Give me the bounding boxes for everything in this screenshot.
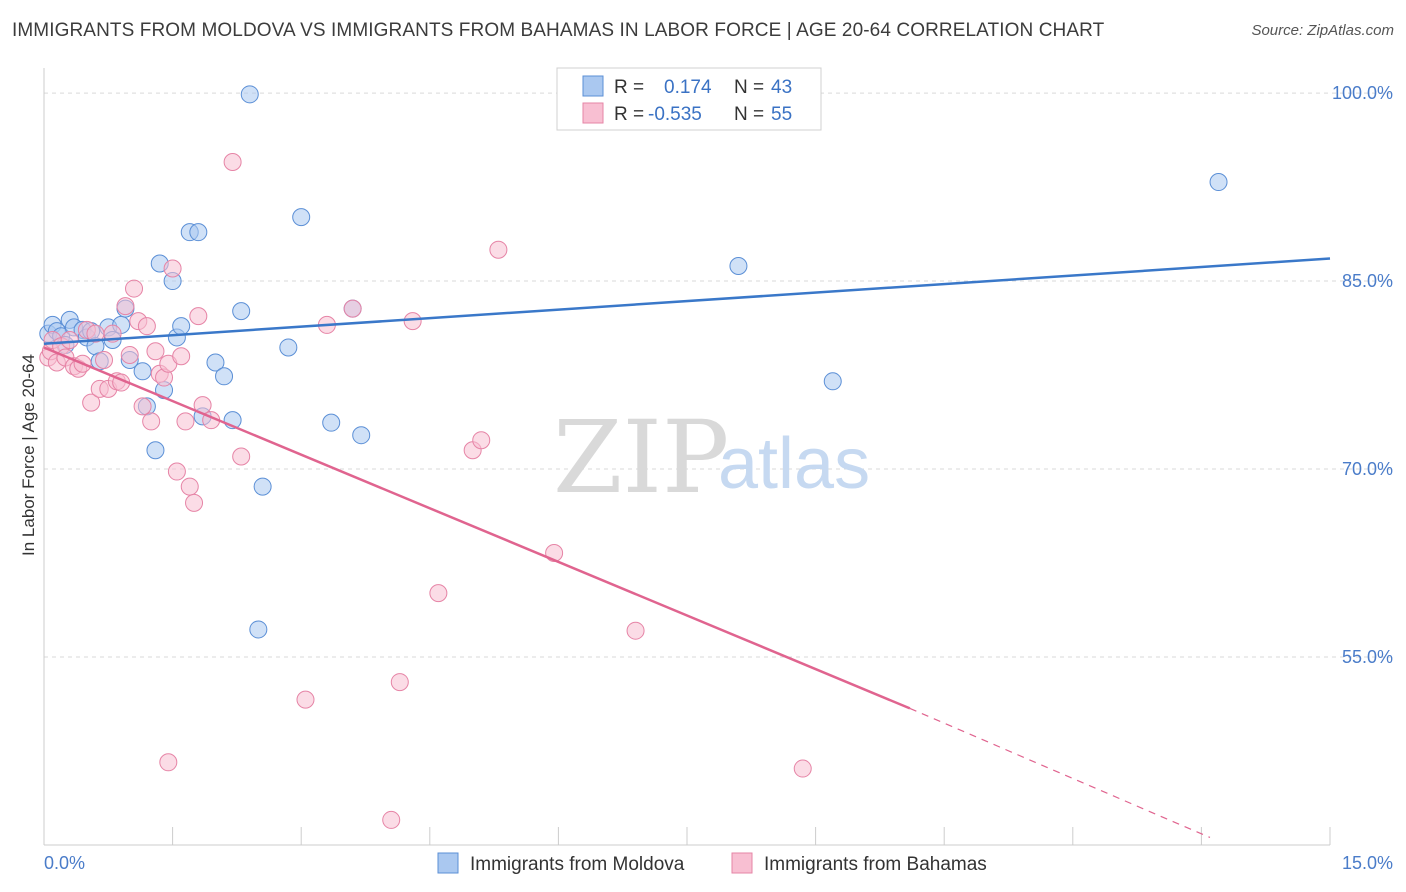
bahamas-point xyxy=(60,330,79,349)
bahamas-point xyxy=(185,493,204,512)
bahamas-point xyxy=(472,431,491,450)
bahamas-point xyxy=(133,397,152,416)
bottom-legend-label-bahamas: Immigrants from Bahamas xyxy=(764,854,987,875)
moldova-point xyxy=(253,477,272,496)
bahamas-point xyxy=(163,259,182,278)
legend-n-value-moldova: 43 xyxy=(771,77,792,98)
bahamas-point xyxy=(167,462,186,481)
bahamas-point xyxy=(223,152,242,171)
moldova-point xyxy=(352,426,371,445)
bahamas-point xyxy=(116,297,135,316)
legend-r-value-bahamas: -0.535 xyxy=(648,104,702,125)
moldova-point xyxy=(823,372,842,391)
moldova-point xyxy=(133,362,152,381)
moldova-point xyxy=(206,353,225,372)
bahamas-point xyxy=(159,753,178,772)
legend-n-label-bahamas: N = xyxy=(734,104,764,125)
stats-legend: R = 0.174 N = 43 R = -0.535 N = 55 xyxy=(556,67,822,131)
x-axis-ticks xyxy=(43,827,1331,845)
watermark-zip: ZIP xyxy=(553,399,729,516)
bahamas-point xyxy=(189,307,208,326)
series-moldova-points xyxy=(39,85,1228,639)
legend-swatch-bahamas xyxy=(582,102,604,124)
x-axis-labels: 0.0% 15.0% xyxy=(44,853,1393,873)
x-tick-label-max: 15.0% xyxy=(1342,853,1393,873)
bahamas-point xyxy=(172,347,191,366)
trend-line-bahamas-extension xyxy=(909,707,1211,839)
moldova-point xyxy=(322,413,341,432)
bottom-legend-swatch-moldova xyxy=(437,852,459,874)
trend-line-bahamas xyxy=(43,346,911,710)
bahamas-point xyxy=(137,317,156,336)
legend-r-label-bahamas: R = xyxy=(614,104,644,125)
moldova-point xyxy=(279,338,298,357)
bottom-legend: Immigrants from Moldova Immigrants from … xyxy=(437,852,987,875)
bahamas-point xyxy=(82,393,101,412)
bahamas-point xyxy=(232,447,251,466)
y-tick-label-70: 70.0% xyxy=(1342,459,1393,479)
bahamas-point xyxy=(95,351,114,370)
bahamas-point xyxy=(142,412,161,431)
y-tick-label-55: 55.0% xyxy=(1342,647,1393,667)
y-tick-label-85: 85.0% xyxy=(1342,271,1393,291)
bahamas-point xyxy=(793,759,812,778)
bahamas-point xyxy=(382,810,401,829)
x-tick-label-min: 0.0% xyxy=(44,853,85,873)
moldova-point xyxy=(729,257,748,276)
y-tick-label-100: 100.0% xyxy=(1332,83,1393,103)
chart-title: IMMIGRANTS FROM MOLDOVA VS IMMIGRANTS FR… xyxy=(12,20,1105,41)
bahamas-point xyxy=(125,279,144,298)
grid-lines xyxy=(44,92,1395,658)
watermark-atlas: atlas xyxy=(718,424,870,504)
series-bahamas-points xyxy=(39,152,812,829)
legend-r-label-moldova: R = xyxy=(614,77,644,98)
bahamas-point xyxy=(180,477,199,496)
legend-n-label-moldova: N = xyxy=(734,77,764,98)
legend-swatch-moldova xyxy=(582,75,604,97)
bottom-legend-label-moldova: Immigrants from Moldova xyxy=(470,854,685,875)
legend-r-value-moldova: 0.174 xyxy=(664,77,712,98)
watermark: ZIP atlas xyxy=(553,399,870,516)
bahamas-point xyxy=(403,312,422,331)
y-axis-tick-labels: 55.0% 70.0% 85.0% 100.0% xyxy=(1332,83,1393,667)
bahamas-point xyxy=(343,299,362,318)
moldova-point xyxy=(189,223,208,242)
bahamas-point xyxy=(120,345,139,364)
moldova-point xyxy=(240,85,259,104)
bahamas-point xyxy=(489,240,508,259)
bahamas-point xyxy=(429,584,448,603)
moldova-point xyxy=(1209,173,1228,192)
trend-line-moldova xyxy=(43,257,1331,345)
moldova-point xyxy=(292,208,311,227)
bahamas-point xyxy=(146,342,165,361)
source-label: Source: ZipAtlas.com xyxy=(1251,22,1394,39)
y-axis-title: In Labor Force | Age 20-64 xyxy=(19,354,38,556)
bottom-legend-swatch-bahamas xyxy=(731,852,753,874)
bahamas-point xyxy=(626,621,645,640)
moldova-point xyxy=(232,302,251,321)
moldova-point xyxy=(146,441,165,460)
bahamas-point xyxy=(176,412,195,431)
bahamas-point xyxy=(390,673,409,692)
legend-n-value-bahamas: 55 xyxy=(771,104,792,125)
moldova-point xyxy=(215,367,234,386)
bahamas-point xyxy=(296,690,315,709)
trend-lines xyxy=(43,257,1331,839)
moldova-point xyxy=(172,317,191,336)
moldova-point xyxy=(249,620,268,639)
